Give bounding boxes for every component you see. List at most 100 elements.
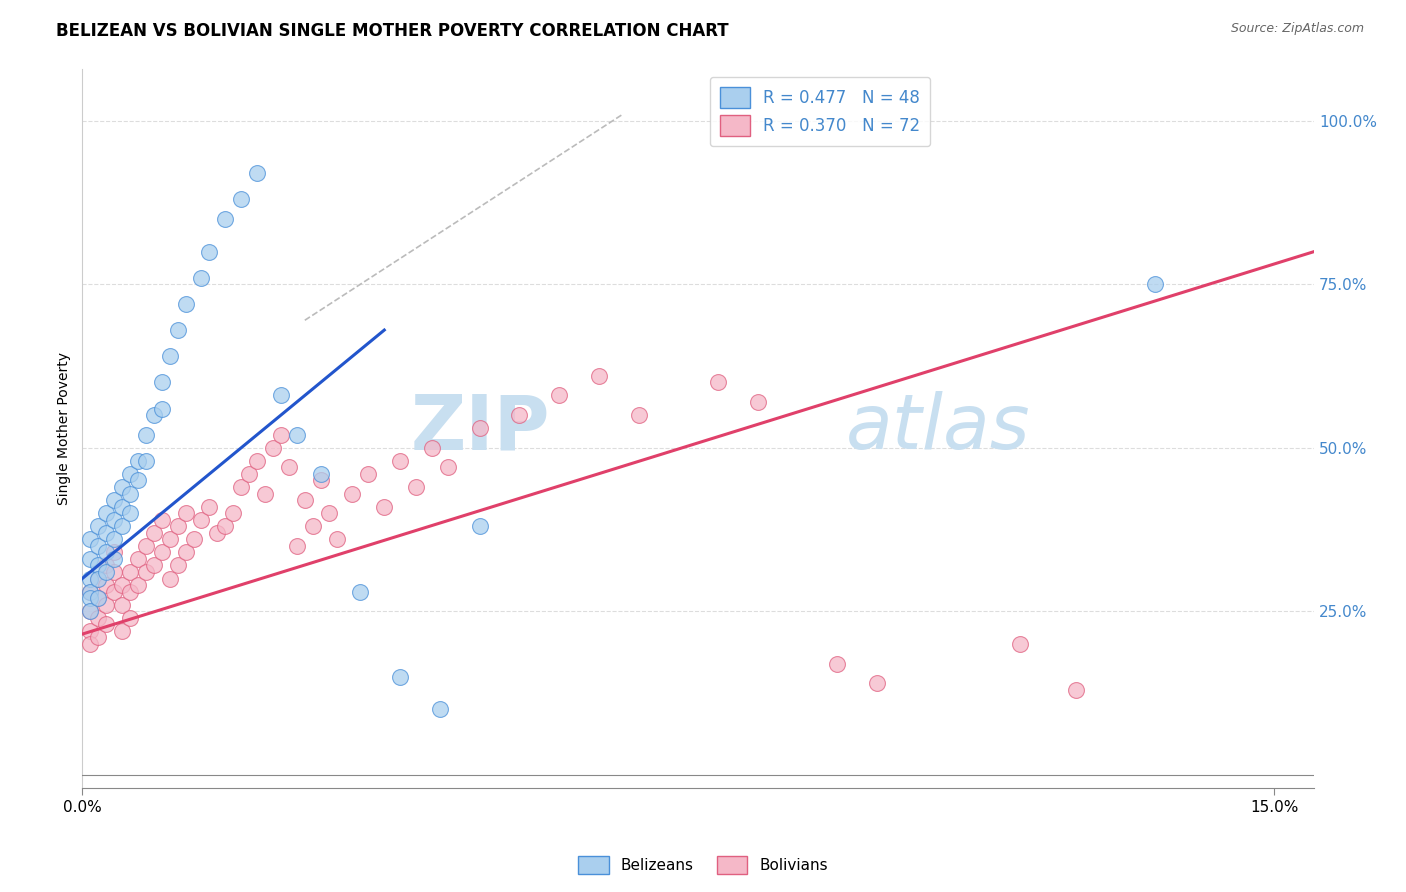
Point [135, 539, 157, 553]
Point [342, 486, 364, 500]
Point [159, 572, 181, 586]
Point [190, 270, 212, 285]
Point [79, 572, 101, 586]
Point [389, 670, 412, 684]
Point [270, 388, 292, 402]
Point [135, 565, 157, 579]
Point [94, 545, 117, 559]
Point [87, 519, 110, 533]
Point [159, 533, 181, 547]
Point [231, 192, 253, 206]
Point [103, 565, 125, 579]
Point [285, 427, 308, 442]
Point [150, 401, 173, 416]
Point [588, 368, 610, 383]
Point [142, 408, 165, 422]
Point [174, 506, 197, 520]
Point [294, 493, 316, 508]
Point [198, 500, 221, 514]
Point [150, 545, 173, 559]
Point [87, 558, 110, 573]
Point [318, 506, 340, 520]
Point [118, 584, 141, 599]
Point [127, 474, 149, 488]
Point [548, 388, 571, 402]
Point [142, 558, 165, 573]
Point [94, 565, 117, 579]
Point [437, 460, 460, 475]
Point [94, 525, 117, 540]
Point [79, 533, 101, 547]
Point [79, 604, 101, 618]
Point [111, 624, 134, 638]
Point [174, 297, 197, 311]
Point [79, 591, 101, 606]
Point [150, 376, 173, 390]
Point [277, 460, 299, 475]
Point [166, 323, 188, 337]
Point [79, 584, 101, 599]
Point [262, 441, 284, 455]
Text: Source: ZipAtlas.com: Source: ZipAtlas.com [1230, 22, 1364, 36]
Point [103, 552, 125, 566]
Point [1064, 682, 1087, 697]
Point [825, 657, 848, 671]
Point [103, 513, 125, 527]
Text: ZIP: ZIP [411, 391, 550, 465]
Point [357, 467, 380, 481]
Point [246, 166, 269, 180]
Point [87, 572, 110, 586]
Point [429, 702, 451, 716]
Point [231, 480, 253, 494]
Point [174, 545, 197, 559]
Point [111, 578, 134, 592]
Point [747, 395, 769, 409]
Point [103, 493, 125, 508]
Legend: Belizeans, Bolivians: Belizeans, Bolivians [572, 850, 834, 880]
Point [468, 519, 491, 533]
Point [79, 584, 101, 599]
Point [1008, 637, 1031, 651]
Point [87, 591, 110, 606]
Point [246, 454, 269, 468]
Point [94, 598, 117, 612]
Point [301, 519, 323, 533]
Point [349, 584, 371, 599]
Point [135, 454, 157, 468]
Point [87, 631, 110, 645]
Point [103, 533, 125, 547]
Point [118, 467, 141, 481]
Point [866, 676, 889, 690]
Y-axis label: Single Mother Poverty: Single Mother Poverty [58, 351, 72, 505]
Point [285, 539, 308, 553]
Point [103, 584, 125, 599]
Point [135, 427, 157, 442]
Point [468, 421, 491, 435]
Point [166, 558, 188, 573]
Point [111, 519, 134, 533]
Point [94, 506, 117, 520]
Point [118, 506, 141, 520]
Point [190, 513, 212, 527]
Point [94, 558, 117, 573]
Point [373, 500, 395, 514]
Point [94, 617, 117, 632]
Point [118, 565, 141, 579]
Text: atlas: atlas [846, 391, 1031, 465]
Point [127, 578, 149, 592]
Point [79, 604, 101, 618]
Point [79, 552, 101, 566]
Point [309, 467, 332, 481]
Point [79, 624, 101, 638]
Point [166, 519, 188, 533]
Point [309, 474, 332, 488]
Point [127, 552, 149, 566]
Point [87, 591, 110, 606]
Point [627, 408, 650, 422]
Point [111, 480, 134, 494]
Point [1144, 277, 1167, 292]
Point [222, 506, 245, 520]
Point [254, 486, 277, 500]
Point [150, 513, 173, 527]
Point [198, 244, 221, 259]
